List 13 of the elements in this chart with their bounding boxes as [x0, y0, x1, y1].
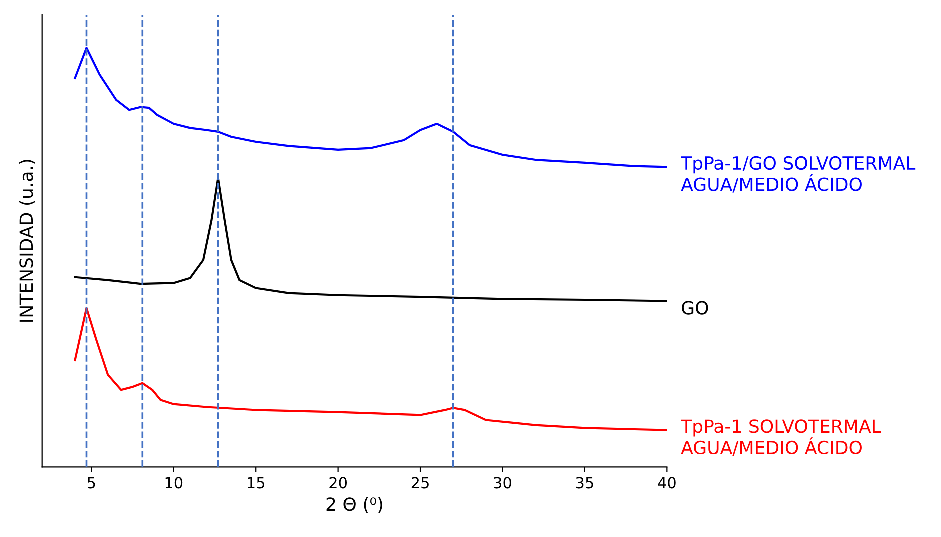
x-tick-label: 40 [658, 477, 676, 489]
x-tick-label: 20 [330, 477, 348, 489]
y-axis-title: INTENSIDAD (u.a.) [19, 160, 36, 322]
x-tick-label: 25 [412, 477, 429, 489]
x-tick-label: 30 [494, 477, 512, 489]
x-tick-label: 15 [248, 477, 264, 489]
series-label: TpPa-1/GO SOLVOTERMAL AGUA/MEDIO ÁCIDO [681, 156, 916, 193]
x-axis-title: 2 Θ (⁰) [326, 497, 382, 514]
series-label: TpPa-1 SOLVOTERMAL AGUA/MEDIO ÁCIDO [681, 420, 882, 456]
series-label: GO [682, 301, 708, 315]
x-tick-label: 10 [166, 477, 183, 489]
x-tick-label: 5 [88, 477, 96, 489]
x-tick-label: 35 [576, 477, 594, 489]
